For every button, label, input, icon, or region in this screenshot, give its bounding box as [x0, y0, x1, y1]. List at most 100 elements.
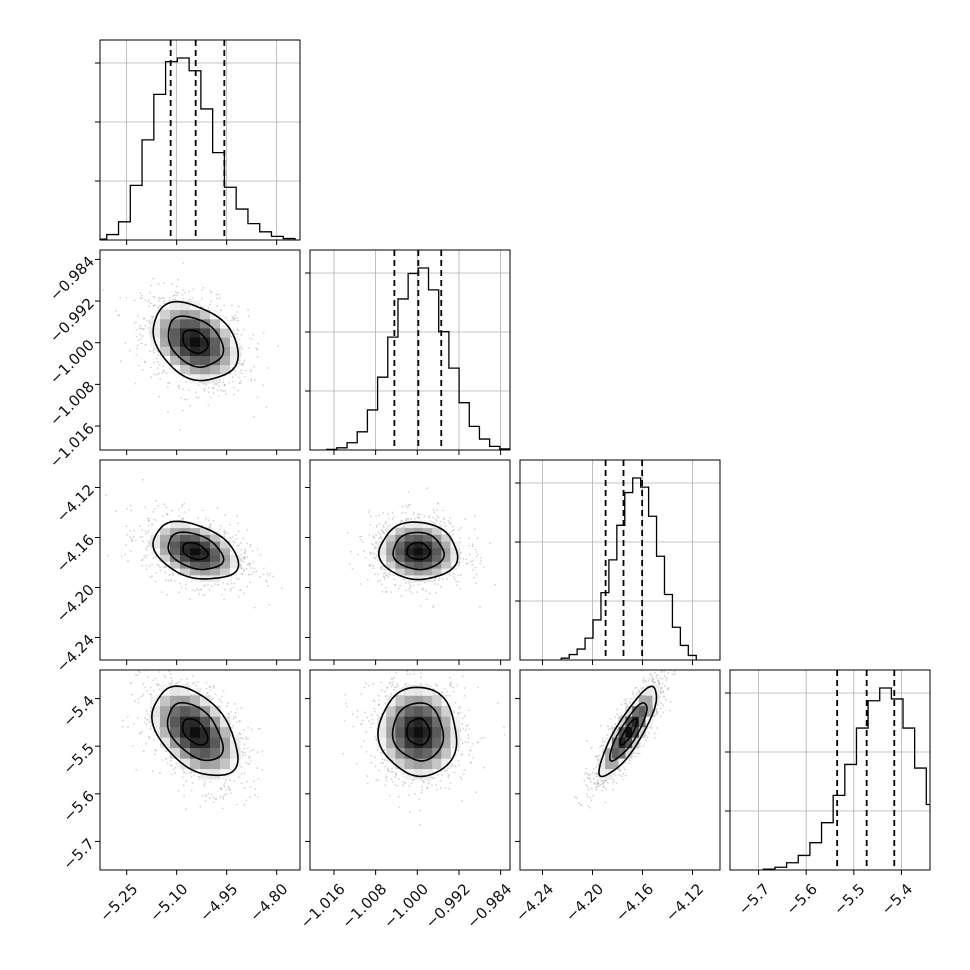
sample-point-1-0: [139, 292, 142, 294]
sample-point-1-0: [232, 329, 235, 332]
sample-point-3-0: [146, 718, 149, 721]
sample-point-2-1: [475, 551, 478, 553]
sample-point-2-1: [392, 574, 395, 577]
sample-point-3-0: [156, 683, 158, 686]
density-bin-3-0: [180, 705, 191, 717]
sample-point-1-0: [203, 387, 206, 390]
sample-point-1-0: [253, 366, 255, 368]
sample-point-2-0: [227, 583, 229, 585]
sample-point-1-0: [197, 384, 200, 387]
sample-point-1-0: [210, 300, 213, 303]
density-bin-1-0: [180, 364, 191, 375]
contour-3-0-1: [166, 701, 225, 762]
sample-point-2-0: [126, 507, 128, 510]
sample-point-3-0: [130, 693, 133, 696]
sample-point-1-0: [134, 382, 137, 385]
sample-point-3-0: [201, 795, 204, 797]
sample-point-2-1: [405, 504, 407, 507]
sample-point-2-0: [249, 545, 252, 548]
density-bin-2-0: [190, 527, 201, 535]
sample-point-2-1: [391, 518, 394, 521]
sample-point-1-0: [144, 324, 147, 327]
sample-point-1-0: [233, 319, 236, 321]
sample-point-2-0: [240, 559, 243, 562]
sample-point-3-0: [155, 726, 158, 729]
sample-point-2-0: [182, 519, 185, 522]
sample-point-2-0: [142, 478, 144, 481]
sample-point-2-1: [442, 578, 444, 581]
sample-point-1-0: [215, 293, 218, 296]
sample-point-2-0: [159, 569, 162, 572]
sample-point-1-0: [158, 364, 161, 366]
density-bin-1-0: [180, 309, 191, 320]
sample-point-2-1: [440, 520, 442, 523]
density-bin-3-0: [180, 758, 191, 770]
sample-point-2-1: [443, 516, 446, 519]
density-bin-2-1: [450, 554, 461, 562]
sample-point-2-0: [149, 576, 152, 578]
density-bin-2-1: [413, 554, 424, 562]
sample-point-1-0: [124, 342, 127, 345]
sample-point-2-1: [405, 517, 407, 520]
sample-point-3-0: [188, 771, 191, 774]
sample-point-3-0: [251, 728, 254, 731]
sample-point-2-1: [364, 557, 367, 559]
sample-point-2-0: [129, 529, 132, 532]
sample-point-3-0: [149, 686, 152, 689]
sample-point-1-0: [194, 391, 197, 394]
sample-point-2-1: [459, 574, 462, 577]
sample-point-1-0: [187, 389, 190, 392]
sample-point-2-1: [377, 531, 380, 534]
sample-point-3-1: [390, 652, 392, 654]
sample-point-3-0: [205, 682, 208, 684]
sample-point-2-0: [200, 589, 203, 591]
sample-point-2-1: [404, 511, 407, 514]
density-bin-2-0: [210, 554, 221, 562]
density-bin-2-1: [404, 534, 415, 542]
sample-point-3-0: [183, 772, 185, 774]
sample-point-1-0: [178, 387, 181, 390]
sample-point-2-0: [201, 594, 204, 597]
sample-point-3-0: [227, 712, 230, 715]
sample-point-1-0: [224, 393, 227, 396]
density-bin-2-0: [200, 527, 211, 535]
sample-point-1-0: [177, 278, 180, 281]
sample-point-3-0: [252, 749, 254, 751]
sample-point-3-0: [236, 735, 239, 737]
sample-point-2-0: [208, 588, 211, 591]
sample-point-2-1: [413, 511, 415, 514]
sample-point-1-0: [156, 349, 159, 352]
density-bin-3-0: [210, 768, 221, 780]
sample-point-2-1: [382, 524, 384, 527]
sample-point-3-0: [134, 673, 137, 676]
sample-point-3-0: [243, 787, 246, 789]
density-bin-3-0: [170, 695, 181, 707]
sample-point-3-1: [461, 800, 463, 802]
sample-point-3-0: [240, 737, 243, 739]
density-bin-2-1: [386, 541, 396, 549]
sample-point-3-1: [345, 702, 347, 705]
sample-point-3-0: [121, 725, 124, 728]
panel-2-2: [515, 459, 721, 665]
sample-point-1-0: [163, 282, 166, 285]
sample-point-1-0: [155, 357, 158, 360]
sample-point-2-1: [442, 518, 445, 521]
sample-point-1-0: [129, 350, 131, 352]
sample-point-2-1: [432, 604, 435, 607]
sample-point-2-0: [147, 519, 150, 522]
sample-point-3-0: [222, 798, 225, 800]
sample-point-1-0: [137, 315, 139, 317]
sample-point-2-1: [456, 584, 458, 587]
sample-point-2-1: [433, 579, 436, 582]
sample-point-2-1: [450, 523, 452, 525]
sample-point-2-0: [178, 591, 180, 594]
sample-point-3-0: [243, 747, 246, 750]
sample-point-3-1: [477, 686, 479, 689]
sample-point-1-0: [156, 373, 159, 376]
sample-point-2-1: [372, 535, 374, 537]
sample-point-2-1: [378, 537, 381, 540]
sample-point-3-0: [190, 776, 193, 778]
sample-point-2-0: [252, 550, 254, 552]
sample-point-2-1: [473, 528, 476, 531]
sample-point-3-0: [257, 728, 260, 730]
